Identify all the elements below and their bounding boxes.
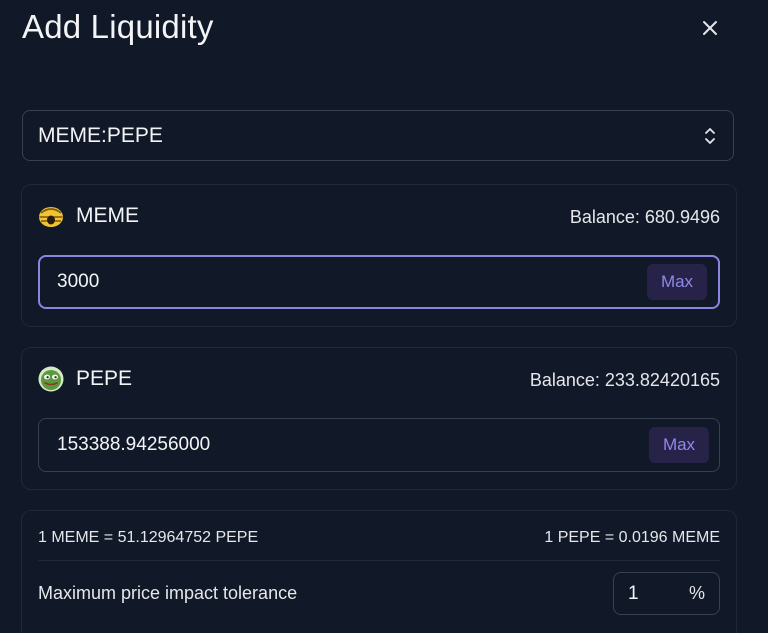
token-b-amount-field[interactable]: Max <box>38 418 720 472</box>
close-button[interactable] <box>696 14 724 42</box>
token-b-max-button[interactable]: Max <box>649 427 709 463</box>
token-b-name: PEPE <box>76 367 133 390</box>
pair-select[interactable]: MEME:PEPE <box>22 110 734 161</box>
token-b-amount-input[interactable] <box>57 434 617 456</box>
token-b-header: PEPE <box>38 366 132 392</box>
pool-info-card: 1 MEME = 51.12964752 PEPE 1 PEPE = 0.019… <box>21 510 737 633</box>
pepe-token-icon <box>38 366 64 392</box>
price-impact-unit: % <box>688 583 705 603</box>
meme-token-icon <box>39 207 63 227</box>
price-impact-field[interactable]: % <box>613 572 720 615</box>
token-a-header: MEME <box>38 203 139 229</box>
info-divider <box>38 560 720 561</box>
close-icon <box>703 21 717 35</box>
modal-title: Add Liquidity <box>22 8 214 45</box>
token-b-balance: Balance: 233.82420165 <box>529 370 720 390</box>
price-impact-input[interactable] <box>628 582 678 605</box>
token-b-card: PEPE Balance: 233.82420165 Max <box>21 347 737 490</box>
token-a-name: MEME <box>76 204 139 227</box>
token-a-max-button[interactable]: Max <box>647 264 707 300</box>
rate-b-to-a: 1 PEPE = 0.0196 MEME <box>544 529 720 546</box>
token-a-amount-field[interactable]: Max <box>38 255 720 309</box>
token-a-card: MEME Balance: 680.9496 Max <box>21 184 737 327</box>
chevron-up-down-icon <box>705 128 715 144</box>
token-a-amount-input[interactable] <box>57 271 617 293</box>
pair-select-value: MEME:PEPE <box>38 123 163 147</box>
rate-a-to-b: 1 MEME = 51.12964752 PEPE <box>38 529 259 546</box>
price-impact-label: Maximum price impact tolerance <box>38 583 298 603</box>
token-a-balance: Balance: 680.9496 <box>569 207 720 227</box>
